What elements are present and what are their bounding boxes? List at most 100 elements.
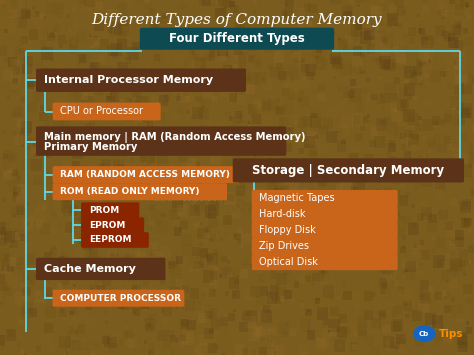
Bar bbox=[428, 161, 435, 169]
Bar bbox=[100, 329, 105, 334]
Bar bbox=[109, 348, 114, 354]
Bar bbox=[370, 280, 377, 289]
Bar bbox=[274, 297, 281, 304]
Bar bbox=[205, 151, 210, 156]
Bar bbox=[296, 165, 302, 173]
Bar bbox=[131, 168, 134, 172]
Bar bbox=[408, 223, 419, 235]
Bar bbox=[229, 277, 239, 289]
Bar bbox=[434, 135, 445, 147]
Bar bbox=[148, 314, 154, 320]
Bar bbox=[53, 25, 60, 32]
Bar bbox=[411, 203, 415, 208]
Circle shape bbox=[414, 326, 435, 342]
Bar bbox=[338, 344, 341, 347]
Bar bbox=[328, 329, 331, 333]
Bar bbox=[285, 127, 293, 137]
Bar bbox=[154, 54, 160, 61]
Bar bbox=[182, 234, 192, 246]
Bar bbox=[44, 71, 51, 80]
Bar bbox=[353, 115, 361, 125]
Bar bbox=[145, 294, 150, 300]
Bar bbox=[453, 118, 459, 126]
Bar bbox=[160, 246, 170, 257]
Bar bbox=[153, 221, 156, 225]
Bar bbox=[244, 136, 251, 145]
Bar bbox=[177, 73, 186, 83]
Bar bbox=[391, 18, 393, 21]
Bar bbox=[96, 166, 101, 173]
Bar bbox=[292, 3, 299, 10]
Bar bbox=[222, 0, 233, 5]
Bar bbox=[333, 76, 336, 79]
Bar bbox=[332, 45, 344, 58]
Bar bbox=[459, 0, 471, 7]
Bar bbox=[90, 62, 101, 75]
Bar bbox=[353, 166, 364, 178]
Bar bbox=[319, 181, 326, 188]
Bar bbox=[69, 45, 77, 54]
Bar bbox=[428, 149, 431, 153]
Bar bbox=[445, 221, 454, 230]
Bar bbox=[270, 342, 274, 347]
Bar bbox=[200, 170, 205, 176]
Bar bbox=[5, 254, 11, 261]
Bar bbox=[116, 330, 117, 332]
Bar bbox=[349, 151, 356, 159]
Bar bbox=[460, 168, 466, 174]
Bar bbox=[408, 113, 419, 125]
Bar bbox=[219, 53, 221, 56]
Bar bbox=[201, 293, 205, 297]
Bar bbox=[461, 165, 472, 177]
Bar bbox=[156, 268, 162, 273]
Bar bbox=[136, 173, 142, 180]
Bar bbox=[66, 330, 77, 342]
Bar bbox=[193, 82, 198, 88]
Bar bbox=[270, 199, 281, 211]
Bar bbox=[260, 336, 264, 341]
Bar bbox=[59, 309, 69, 320]
Bar bbox=[86, 195, 88, 198]
Bar bbox=[437, 15, 440, 19]
Bar bbox=[118, 303, 124, 309]
Bar bbox=[93, 60, 95, 62]
Bar bbox=[131, 268, 137, 275]
Bar bbox=[419, 49, 429, 61]
Bar bbox=[196, 154, 204, 163]
Bar bbox=[97, 215, 102, 221]
Bar bbox=[456, 237, 464, 247]
Bar bbox=[48, 32, 51, 35]
Bar bbox=[83, 104, 93, 115]
Bar bbox=[77, 293, 89, 306]
Bar bbox=[63, 161, 73, 172]
Bar bbox=[259, 223, 262, 227]
Bar bbox=[93, 38, 100, 46]
Bar bbox=[297, 135, 305, 145]
Bar bbox=[42, 299, 44, 301]
Bar bbox=[434, 235, 440, 242]
Bar bbox=[46, 293, 53, 300]
Bar bbox=[334, 157, 338, 163]
Bar bbox=[245, 316, 256, 328]
Bar bbox=[28, 77, 37, 87]
Bar bbox=[371, 98, 375, 102]
Bar bbox=[371, 318, 381, 329]
Bar bbox=[93, 107, 99, 114]
Bar bbox=[29, 106, 37, 116]
Bar bbox=[450, 250, 455, 256]
Bar bbox=[8, 336, 17, 345]
Bar bbox=[283, 206, 285, 208]
Bar bbox=[288, 42, 295, 49]
Bar bbox=[298, 118, 307, 128]
Bar bbox=[304, 123, 306, 125]
Bar bbox=[213, 173, 217, 177]
Bar bbox=[446, 279, 449, 283]
Bar bbox=[379, 76, 382, 80]
Bar bbox=[118, 22, 129, 36]
Bar bbox=[84, 318, 93, 328]
Bar bbox=[173, 110, 180, 119]
Bar bbox=[76, 116, 78, 119]
Bar bbox=[438, 324, 444, 332]
Bar bbox=[459, 51, 465, 57]
Bar bbox=[105, 321, 108, 324]
